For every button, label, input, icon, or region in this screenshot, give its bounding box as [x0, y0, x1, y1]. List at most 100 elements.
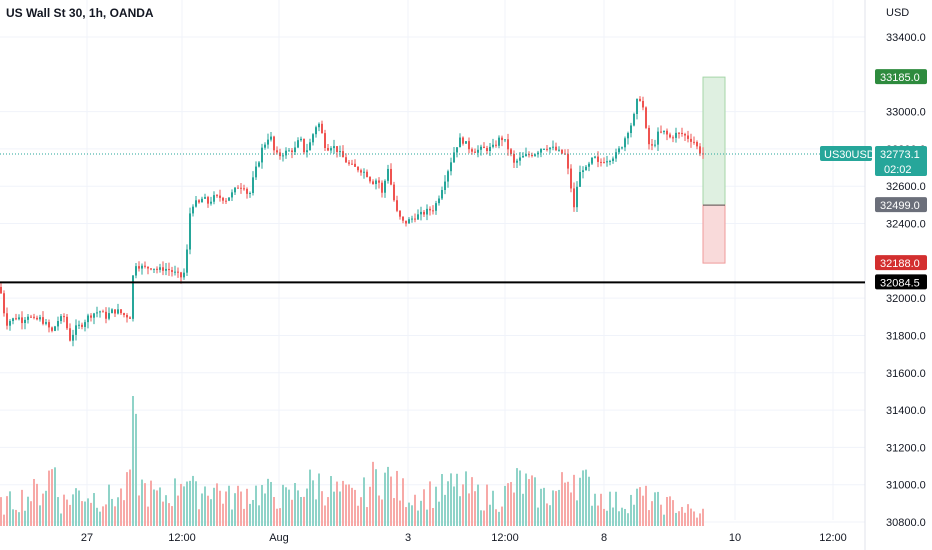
candle-body: [369, 177, 371, 182]
volume-bar: [108, 484, 110, 526]
candle-body: [585, 166, 587, 171]
volume-bar: [318, 473, 320, 526]
volume-bar: [654, 492, 656, 526]
volume-bar: [228, 485, 230, 526]
candle-body: [630, 125, 632, 134]
volume-bar: [375, 469, 377, 526]
candle-body: [123, 313, 125, 316]
volume-bar: [0, 497, 2, 526]
volume-bar: [621, 507, 623, 526]
candle-body: [246, 188, 248, 194]
candle-body: [48, 322, 50, 328]
volume-bar: [243, 508, 245, 526]
candle-body: [642, 100, 644, 108]
candle-body: [654, 144, 656, 146]
price-axis[interactable]: 33400.033000.032800.032600.032400.032000…: [886, 32, 926, 529]
candle-body: [351, 163, 353, 165]
candle-body: [465, 141, 467, 144]
volume-bar: [438, 501, 440, 526]
volume-bar: [207, 495, 209, 526]
candle-body: [234, 187, 236, 193]
volume-bar: [561, 472, 563, 526]
volume-bar: [222, 503, 224, 526]
volume-bar: [660, 504, 662, 526]
currency-label: USD: [886, 7, 909, 19]
candle-body: [141, 265, 143, 269]
candle-body: [528, 154, 530, 156]
volume-bar: [543, 487, 545, 526]
volume-bar: [213, 487, 215, 526]
volume-bar: [192, 475, 194, 526]
volume-bar: [111, 498, 113, 526]
volume-bar: [84, 501, 86, 526]
volume-bar: [168, 503, 170, 526]
candle-body: [693, 141, 695, 143]
volume-bar: [42, 493, 44, 526]
candle-body: [51, 327, 53, 331]
candle-body: [459, 137, 461, 148]
volume-bar: [513, 492, 515, 526]
volume-bar: [294, 483, 296, 526]
volume-bar: [594, 493, 596, 526]
time-tick-label: 8: [601, 532, 607, 544]
volume-bar: [378, 495, 380, 526]
volume-bar: [330, 476, 332, 526]
volume-bar: [546, 503, 548, 526]
candle-body: [573, 188, 575, 208]
candle-body: [144, 265, 146, 267]
volume-bar: [345, 484, 347, 526]
candle-body: [441, 190, 443, 199]
position-zones: [702, 76, 726, 264]
volume-bar: [606, 510, 608, 526]
volume-bar: [6, 496, 8, 526]
time-tick-label: 10: [729, 532, 741, 544]
candle-body: [333, 146, 335, 149]
candle-body: [213, 195, 215, 202]
volume-bar: [435, 486, 437, 526]
candle-body: [594, 156, 596, 158]
volume-bar: [204, 486, 206, 526]
volume-bar: [285, 487, 287, 526]
volume-bar: [72, 494, 74, 526]
candle-body: [645, 107, 647, 128]
time-axis[interactable]: 27 12:00 Aug 3 12:00 8 10 12:00: [81, 532, 847, 544]
volume-bar: [231, 509, 233, 526]
volume-bar: [48, 470, 50, 526]
volume-bar: [246, 488, 248, 526]
candle-body: [516, 160, 518, 163]
candle-body: [690, 138, 692, 142]
volume-bar: [60, 513, 62, 526]
volume-bar: [528, 479, 530, 526]
candle-body: [219, 195, 221, 198]
candle-body: [42, 317, 44, 324]
volume-bar: [657, 491, 659, 526]
candle-body: [606, 161, 608, 163]
candle-body: [432, 210, 434, 212]
candle-body: [237, 187, 239, 189]
candle-body: [0, 286, 2, 294]
candle-body: [477, 149, 479, 153]
candle-body: [429, 208, 431, 211]
volume-bar: [99, 511, 101, 526]
candle-body: [561, 149, 563, 154]
candle-body: [666, 130, 668, 135]
volume-bar: [624, 508, 626, 526]
volume-bar: [693, 511, 695, 526]
candle-body: [228, 197, 230, 201]
volume-bar: [450, 473, 452, 526]
candle-body: [30, 316, 32, 318]
volume-bar: [261, 484, 263, 526]
candle-body: [357, 166, 359, 171]
volume-bar: [597, 505, 599, 526]
candle-body: [492, 144, 494, 147]
candle-body: [33, 316, 35, 318]
candle-body: [555, 146, 557, 151]
candle-body: [9, 321, 11, 326]
volume-bar: [183, 486, 185, 526]
candle-body: [570, 168, 572, 189]
volume-bar: [30, 501, 32, 526]
volume-bar: [171, 506, 173, 526]
candle-body: [663, 130, 665, 133]
volume-bar: [366, 507, 368, 526]
